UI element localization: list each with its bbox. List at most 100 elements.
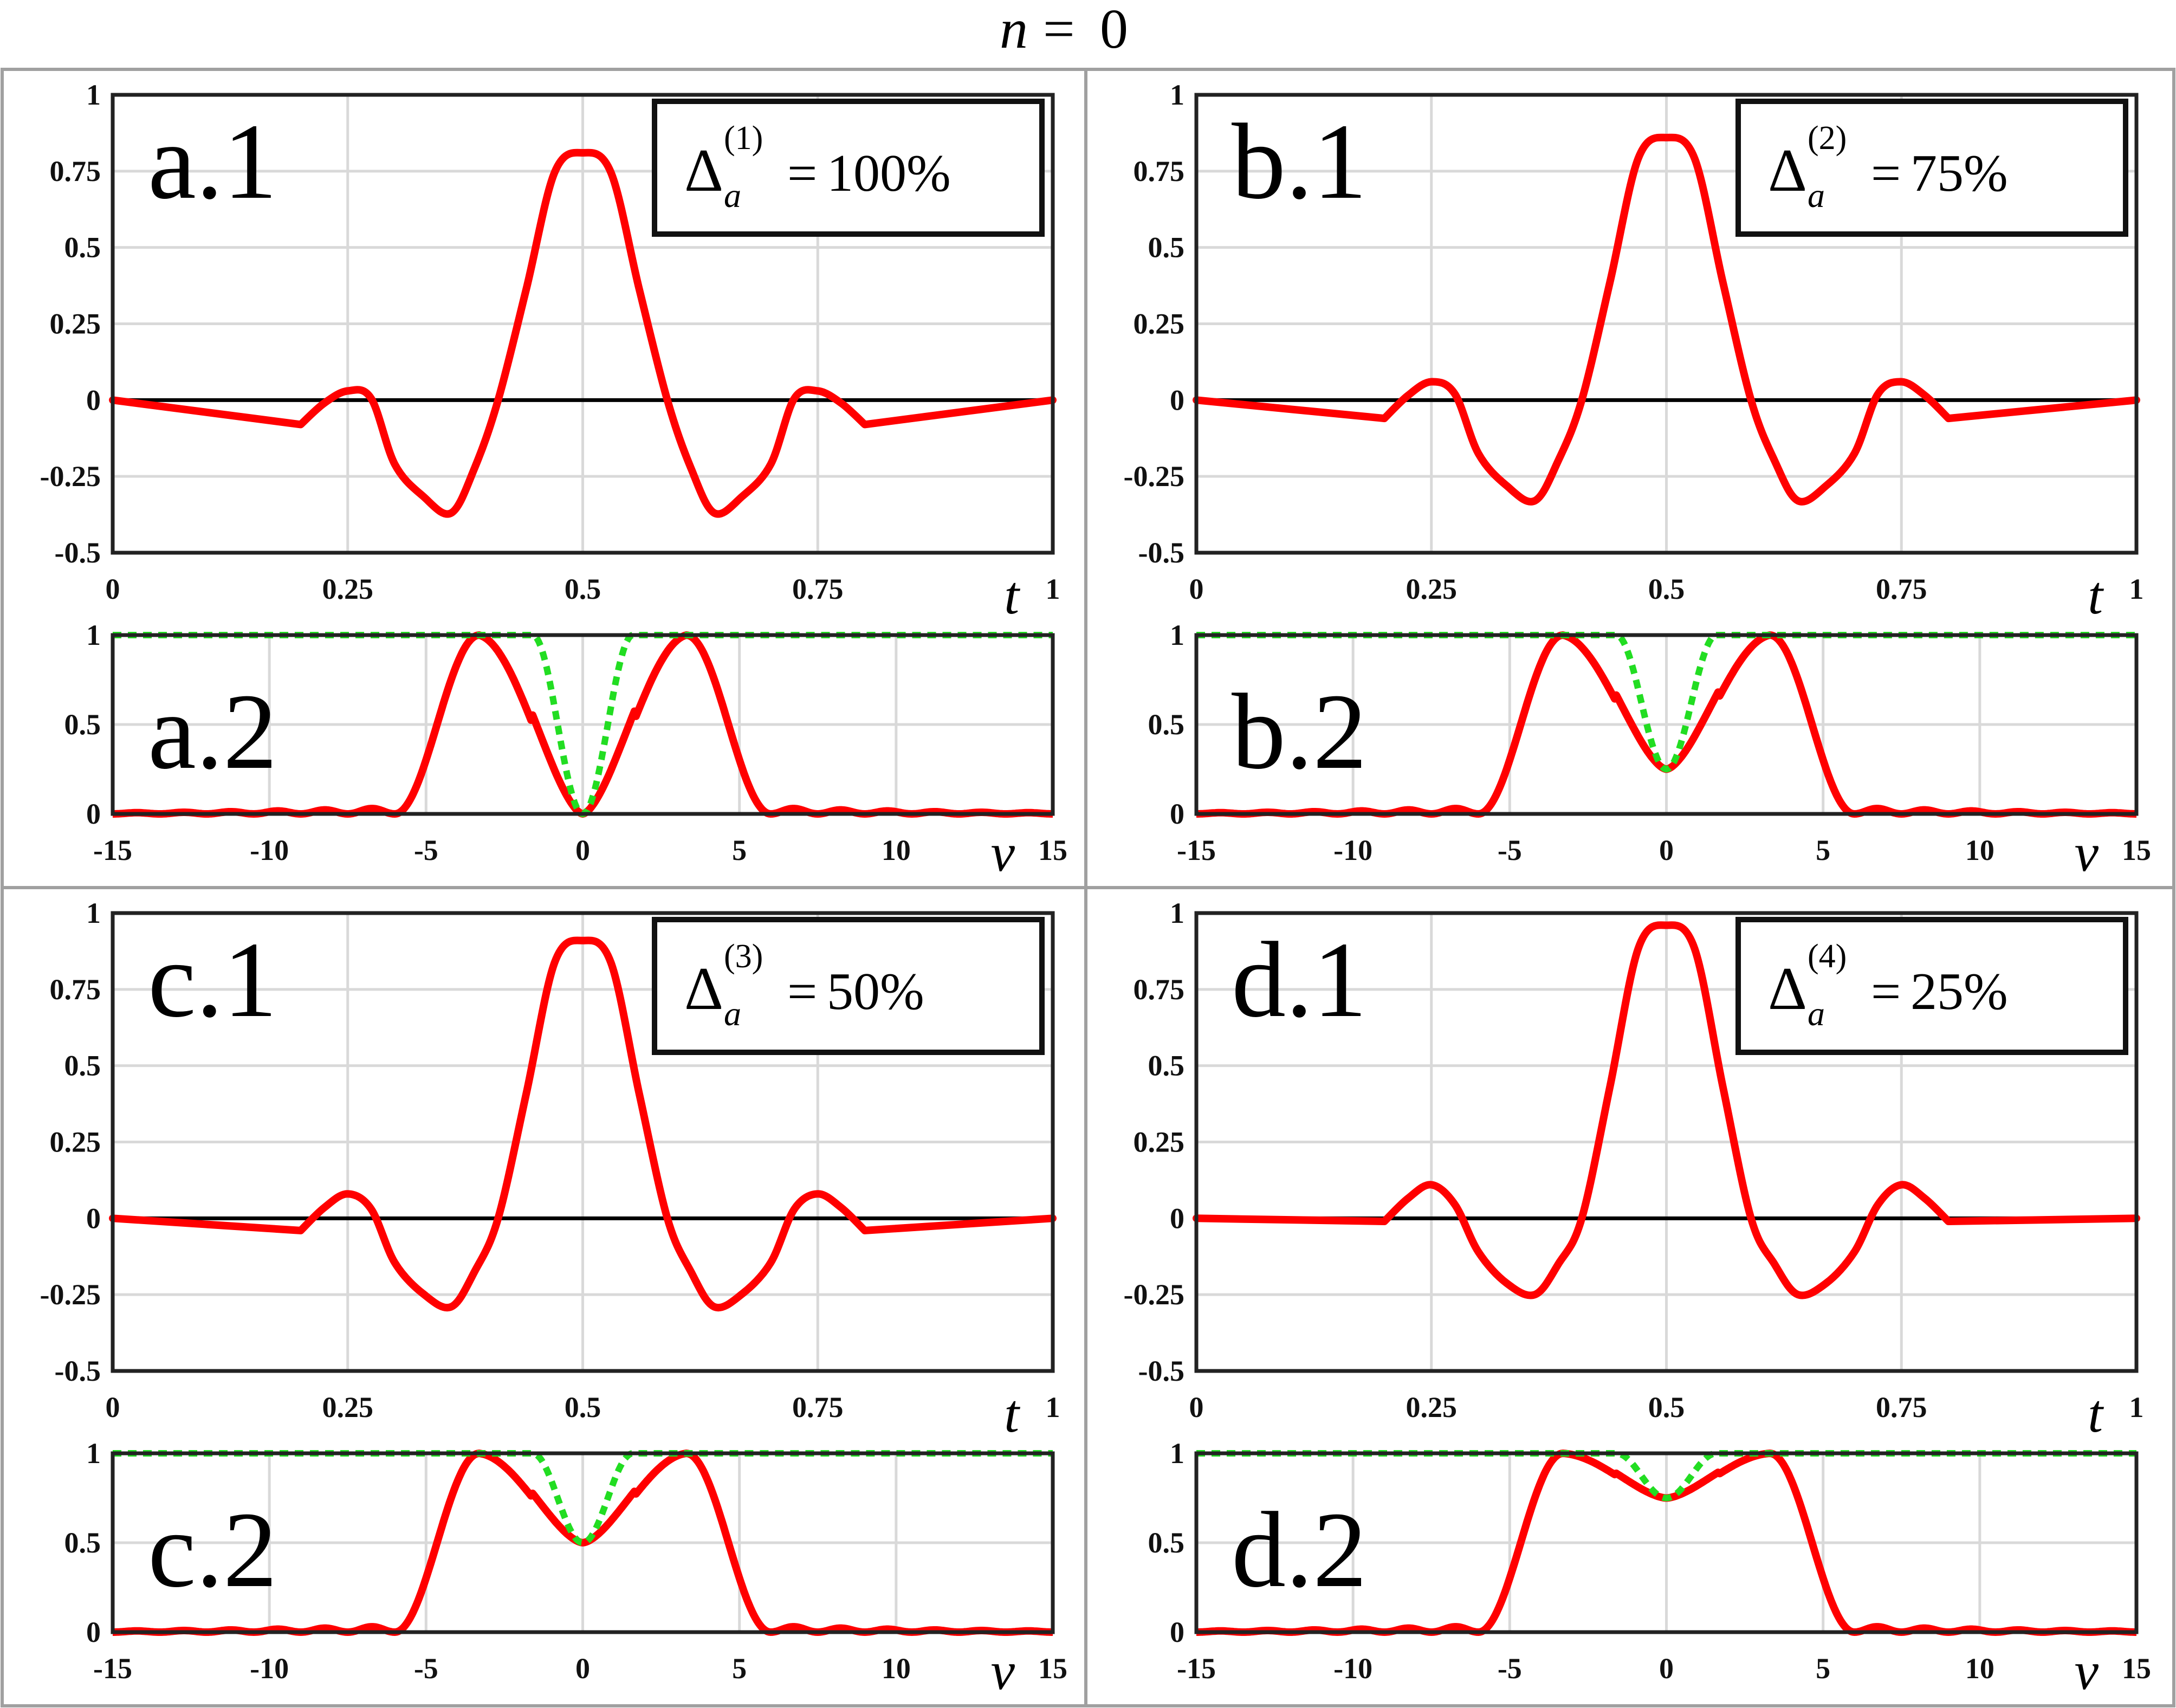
axes-box [111,93,1055,555]
xlabel: ν [991,1641,1015,1701]
ytick-label: 1 [86,79,101,111]
xtick-label: -10 [1333,834,1372,866]
xtick-label: -10 [250,1652,289,1685]
xlabel: ν [2075,823,2099,883]
frame-d [1084,886,2175,1707]
spectrum-line [110,1450,1055,1636]
delta-subscript: a [1808,176,1825,215]
xtick-label: -5 [414,1652,438,1685]
delta-equals: = [1871,144,1901,203]
ytick-label: 0.75 [1134,155,1185,187]
ytick-label: 1 [1170,619,1184,651]
xtick-label: -15 [1177,834,1216,866]
xtick-label: 15 [2122,1652,2151,1685]
delta-subscript: a [724,176,741,215]
xtick-label: 5 [732,834,747,866]
ytick-label: -0.25 [1124,1278,1184,1311]
xtick-label: 15 [1038,834,1067,866]
ytick-label: 0 [1170,384,1184,416]
annotation-frame [652,917,1045,1055]
title-value: 0 [1100,0,1128,60]
title-eq: = [1043,0,1075,60]
annotation-frame [1735,99,2128,237]
xtick-label: -5 [1498,1652,1522,1685]
xtick-label: -5 [1498,834,1522,866]
ytick-label: 0 [86,1202,101,1234]
xtick-label: 5 [732,1652,747,1685]
ytick-label: 0.5 [1148,1526,1185,1559]
ytick-label: 0.75 [50,973,101,1006]
xtick-label: 0.25 [1406,1391,1458,1424]
delta-value: 100% [827,144,951,203]
ytick-label: -0.5 [55,1355,101,1387]
ytick-label: 1 [86,619,101,651]
xtick-label: 0 [575,1652,590,1685]
ytick-label: 0.5 [64,231,101,264]
delta-value: 50% [827,962,924,1021]
xtick-label: 0.5 [565,573,601,605]
ytick-label: -0.25 [40,1278,101,1311]
ytick-label: 0.5 [1148,1050,1185,1082]
ytick-label: 1 [1170,1437,1184,1470]
xtick-label: 0.25 [1406,573,1458,605]
xtick-label: 0 [106,573,120,605]
delta-symbol: Δ [1768,955,1807,1023]
xtick-label: 10 [882,834,911,866]
delta-value: 25% [1911,962,2008,1021]
xtick-label: -10 [250,834,289,866]
xtick-label: 0 [1189,1391,1204,1424]
ytick-label: 0.25 [50,1126,101,1159]
xtick-label: -15 [1177,1652,1216,1685]
ytick-label: 1 [86,1437,101,1470]
xtick-label: 0.5 [565,1391,601,1424]
xtick-label: 5 [1816,1652,1830,1685]
signal-line [1193,133,2140,506]
ytick-label: 0.5 [64,708,101,741]
annotation-box: Δ (2) a = 75% [1735,99,2128,237]
panel-label: b.1 [1232,102,1367,222]
ytick-label: 0.5 [1148,708,1185,741]
ytick-label: 0.25 [1134,308,1185,340]
delta-superscript: (2) [1808,120,1847,157]
xlabel: t [2088,565,2104,625]
delta-superscript: (4) [1808,938,1847,975]
axes-box [111,911,1055,1373]
panel-label: d.2 [1232,1490,1367,1610]
signal-line [109,148,1057,518]
xtick-label: 10 [1965,1652,1994,1685]
panel-frames [1,68,2175,1707]
xtick-label: 0.5 [1648,1391,1685,1424]
ytick-label: -0.25 [40,460,101,493]
ytick-label: 0 [86,384,101,416]
xlabel: t [2088,1383,2104,1444]
xtick-label: 0.5 [1648,573,1685,605]
ytick-label: -0.5 [1138,536,1184,569]
ytick-label: -0.5 [1138,1355,1184,1387]
ytick-label: 0 [86,798,101,830]
ytick-label: 0.25 [1134,1126,1185,1159]
bottom-axes-b: 0 0.5 1 -15 -10 -5 0 5 10 15 ν b.2 [1148,619,2152,883]
panel-label: a.2 [148,672,277,792]
xlabel: ν [2075,1641,2099,1701]
xtick-label: 0 [1189,573,1204,605]
xtick-label: 0 [1659,834,1674,866]
signal-line [109,936,1057,1312]
signal-line [1193,921,2140,1299]
ytick-label: 0.25 [50,308,101,340]
xtick-label: 5 [1816,834,1830,866]
xtick-label: 1 [2129,573,2144,605]
panel-label: d.1 [1232,920,1367,1040]
xtick-label: -15 [93,834,132,866]
delta-superscript: (3) [724,938,763,975]
ytick-label: 0 [1170,798,1184,830]
delta-equals: = [1871,962,1901,1021]
ytick-label: 0 [1170,1202,1184,1234]
